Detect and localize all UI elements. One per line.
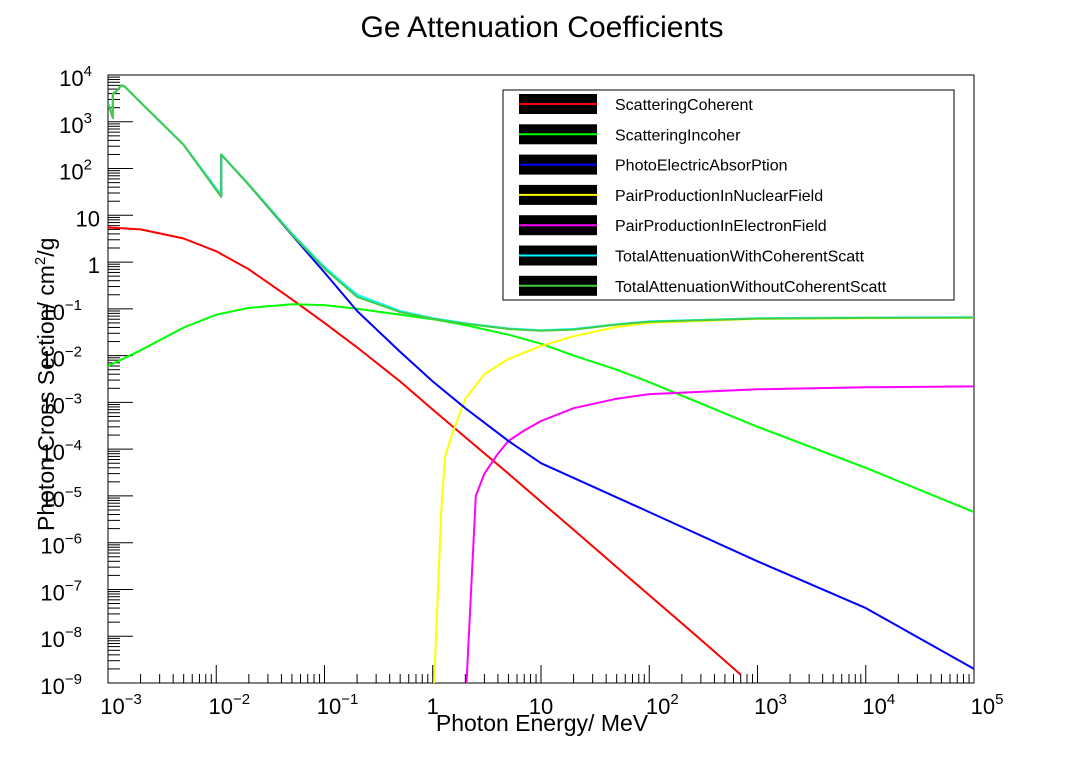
- series-line-ScatteringIncoher: [108, 303, 974, 514]
- y-tick-label: 104: [59, 63, 92, 91]
- legend-label: TotalAttenuationWithoutCoherentScatt: [615, 279, 887, 296]
- y-tick-label: 10−3: [40, 390, 82, 418]
- y-tick-label: 10: [76, 206, 100, 231]
- y-axis-label: Photon Cross Section/ cm2/g: [32, 238, 59, 531]
- legend-label: PairProductionInElectronField: [615, 218, 827, 235]
- series-line-ScatteringCoherent: [108, 226, 742, 676]
- y-tick-label: 10−6: [40, 531, 82, 559]
- series-layer: [108, 84, 974, 683]
- series-line-PairProductionInNuclearField: [433, 316, 974, 683]
- y-tick-label: 1: [88, 253, 100, 278]
- legend-label: ScatteringCoherent: [615, 97, 753, 114]
- y-tick-label: 10−2: [40, 344, 82, 372]
- x-tick-label: 10: [529, 694, 553, 719]
- y-tick-label: 10−4: [40, 437, 82, 465]
- y-axis: 104 103 102 10 110−1 10−2 10−3 10−4 10−5 10−6 10−7…: [40, 63, 100, 699]
- x-tick-label: 102: [646, 691, 679, 719]
- y-tick-label: 10−5: [40, 484, 82, 512]
- y-axis-label-unit: /g: [33, 238, 59, 257]
- x-tick-label: 10−2: [208, 691, 250, 719]
- x-tick-label: 10−1: [317, 691, 359, 719]
- x-axis-label: Photon Energy/ MeV: [436, 710, 649, 736]
- y-tick-label: 102: [59, 157, 92, 185]
- y-axis-label-main: Photon Cross Section/ cm: [33, 265, 59, 531]
- x-tick-label: 103: [754, 691, 787, 719]
- legend-label: PairProductionInNuclearField: [615, 188, 823, 205]
- y-axis-label-exponent: 2: [32, 257, 49, 265]
- y-tick-label: 10−7: [40, 577, 82, 605]
- series-line-TotalAttenuationWithoutCoherentScatt: [108, 84, 974, 332]
- y-tick-label: 10−1: [40, 297, 82, 325]
- y-tick-label: 103: [59, 110, 92, 138]
- chart-title: Ge Attenuation Coefficients: [360, 11, 723, 44]
- legend: ScatteringCoherent ScatteringIncoher Photo…: [502, 89, 955, 301]
- legend-label: TotalAttenuationWithCoherentScatt: [615, 249, 865, 266]
- x-axis: 10−3 10−2 10−1 1 10 102 103 104 105: [100, 691, 1003, 719]
- y-tick-label: 10−8: [40, 624, 82, 652]
- series-line-PairProductionInElectronField: [465, 385, 974, 683]
- x-tick-label: 10−3: [100, 691, 142, 719]
- legend-label: PhotoElectricAbsorPtion: [615, 158, 788, 175]
- y-tick-label: 10−9: [40, 671, 82, 699]
- x-tick-label: 1: [427, 694, 439, 719]
- x-tick-label: 105: [971, 691, 1004, 719]
- axis-minor-ticks: [107, 74, 975, 684]
- legend-label: ScatteringIncoher: [615, 127, 741, 144]
- x-tick-label: 104: [862, 691, 895, 719]
